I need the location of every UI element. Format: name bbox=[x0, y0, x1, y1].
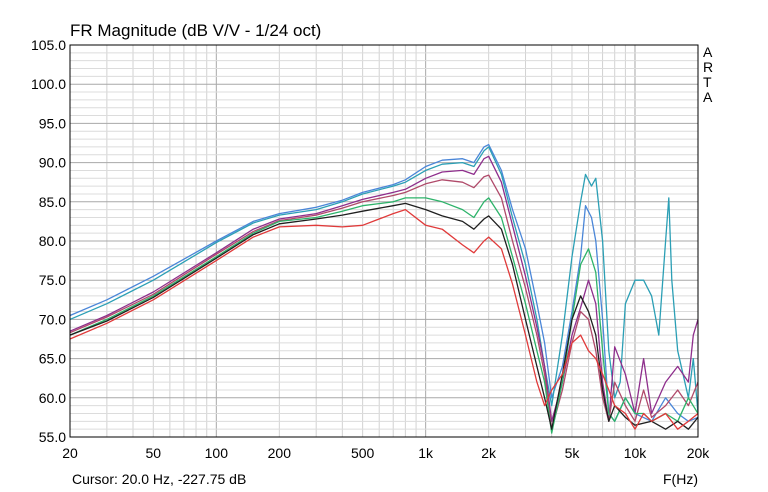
x-tick-label: 50 bbox=[146, 445, 162, 461]
side-label-letter: A bbox=[703, 89, 713, 105]
side-label-letter: A bbox=[703, 44, 713, 60]
y-tick-label: 100.0 bbox=[31, 76, 66, 92]
x-tick-label: 1k bbox=[418, 445, 434, 461]
cursor-readout: Cursor: 20.0 Hz, -227.75 dB bbox=[72, 471, 246, 487]
series-line bbox=[70, 155, 698, 422]
side-label-letter: T bbox=[703, 74, 712, 90]
x-tick-label: 20 bbox=[62, 445, 78, 461]
x-axis-label: F(Hz) bbox=[663, 471, 698, 487]
plot-frame bbox=[69, 44, 699, 438]
y-tick-label: 90.0 bbox=[39, 155, 66, 171]
series-line bbox=[70, 197, 698, 434]
side-label-letter: R bbox=[703, 59, 713, 75]
y-tick-label: 65.0 bbox=[39, 351, 66, 367]
x-tick-label: 500 bbox=[351, 445, 375, 461]
series-line bbox=[70, 146, 698, 414]
x-tick-label: 100 bbox=[205, 445, 229, 461]
y-tick-label: 95.0 bbox=[39, 115, 66, 131]
y-tick-label: 70.0 bbox=[39, 311, 66, 327]
x-tick-label: 10k bbox=[624, 445, 648, 461]
y-tick-label: 80.0 bbox=[39, 233, 66, 249]
y-tick-label: 55.0 bbox=[39, 429, 66, 445]
y-tick-label: 85.0 bbox=[39, 194, 66, 210]
x-tick-label: 20k bbox=[687, 445, 711, 461]
series-line bbox=[70, 208, 698, 430]
series-lines bbox=[70, 143, 698, 434]
x-tick-label: 2k bbox=[481, 445, 497, 461]
x-tick-label: 5k bbox=[565, 445, 581, 461]
y-tick-labels: 105.0 100.0 95.0 90.0 85.0 80.0 75.0 70.0 65.0 60… bbox=[31, 37, 66, 445]
series-line bbox=[70, 174, 698, 430]
y-tick-label: 60.0 bbox=[39, 390, 66, 406]
x-tick-labels: 20 50 100 200 500 1k 2k 5k 10k 20k bbox=[62, 445, 710, 461]
chart-title: FR Magnitude (dB V/V - 1/24 oct) bbox=[70, 21, 321, 40]
y-tick-label: 105.0 bbox=[31, 37, 66, 53]
series-line bbox=[70, 202, 698, 430]
y-tick-label: 75.0 bbox=[39, 272, 66, 288]
x-tick-label: 200 bbox=[268, 445, 292, 461]
